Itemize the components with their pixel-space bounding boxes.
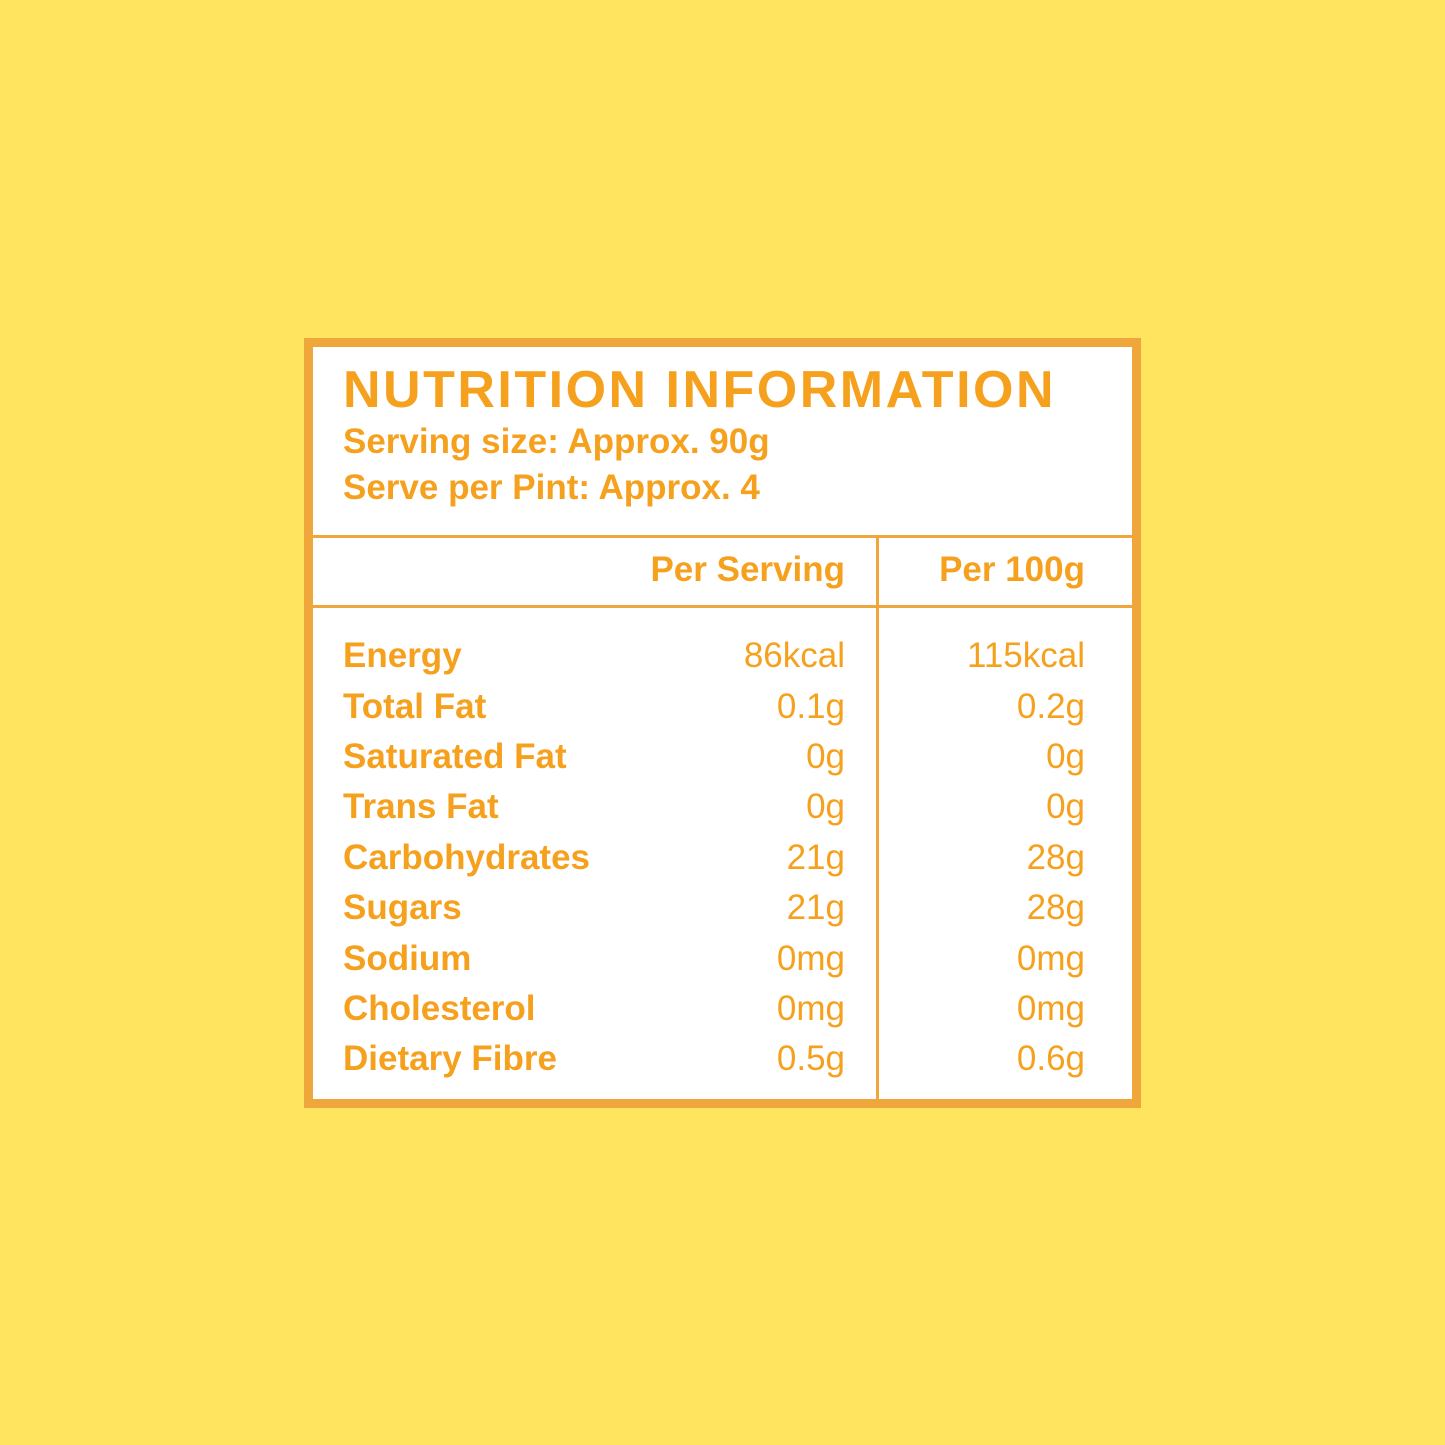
per-100g-value: 0mg <box>1016 938 1085 978</box>
per-serving-value: 0mg <box>776 988 845 1028</box>
nutrient-name: Energy <box>343 636 462 676</box>
per-100g-value: 0.6g <box>1016 1039 1085 1079</box>
table-row: Saturated Fat 0g 0g <box>313 732 1132 782</box>
nutrient-name: Carbohydrates <box>343 837 591 877</box>
column-header-per-100g: Per 100g <box>939 550 1085 589</box>
divider-header <box>313 605 1132 608</box>
per-100g-value: 28g <box>1026 837 1085 877</box>
column-divider <box>876 535 879 1099</box>
per-100g-value: 0g <box>1046 787 1085 827</box>
per-serving-value: 21g <box>786 888 845 928</box>
nutrient-name: Sugars <box>343 888 462 928</box>
per-100g-value: 28g <box>1026 888 1085 928</box>
nutrition-panel: NUTRITION INFORMATION Serving size: Appr… <box>304 338 1141 1108</box>
per-100g-value: 0.2g <box>1016 686 1085 726</box>
per-serving-value: 0g <box>806 787 845 827</box>
nutrient-name: Saturated Fat <box>343 736 567 776</box>
table-row: Carbohydrates 21g 28g <box>313 833 1132 883</box>
table-row: Sugars 21g 28g <box>313 883 1132 933</box>
table-row: Cholesterol 0mg 0mg <box>313 984 1132 1034</box>
divider-top <box>313 535 1132 538</box>
table-row: Dietary Fibre 0.5g 0.6g <box>313 1034 1132 1084</box>
nutrient-name: Dietary Fibre <box>343 1039 557 1079</box>
serves-per-pint-line: Serve per Pint: Approx. 4 <box>343 468 760 507</box>
per-100g-value: 115kcal <box>966 636 1085 676</box>
per-serving-value: 21g <box>786 837 845 877</box>
nutrition-rows: Energy 86kcal 115kcal Total Fat 0.1g 0.2g Satu… <box>313 608 1132 1099</box>
panel-title: NUTRITION INFORMATION <box>343 361 1057 419</box>
table-row: Sodium 0mg 0mg <box>313 933 1132 983</box>
per-serving-value: 0mg <box>776 938 845 978</box>
per-serving-value: 0.1g <box>776 686 845 726</box>
nutrient-name: Trans Fat <box>343 787 499 827</box>
table-row: Energy 86kcal 115kcal <box>313 631 1132 681</box>
column-header-per-serving: Per Serving <box>650 550 845 589</box>
nutrient-name: Cholesterol <box>343 988 536 1028</box>
per-100g-value: 0mg <box>1016 988 1085 1028</box>
serving-size-line: Serving size: Approx. 90g <box>343 422 770 461</box>
table-row: Total Fat 0.1g 0.2g <box>313 681 1132 731</box>
nutrient-name: Sodium <box>343 938 472 978</box>
per-100g-value: 0g <box>1046 736 1085 776</box>
per-serving-value: 0g <box>806 736 845 776</box>
per-serving-value: 86kcal <box>743 636 845 676</box>
per-serving-value: 0.5g <box>776 1039 845 1079</box>
table-row: Trans Fat 0g 0g <box>313 782 1132 832</box>
nutrient-name: Total Fat <box>343 686 487 726</box>
